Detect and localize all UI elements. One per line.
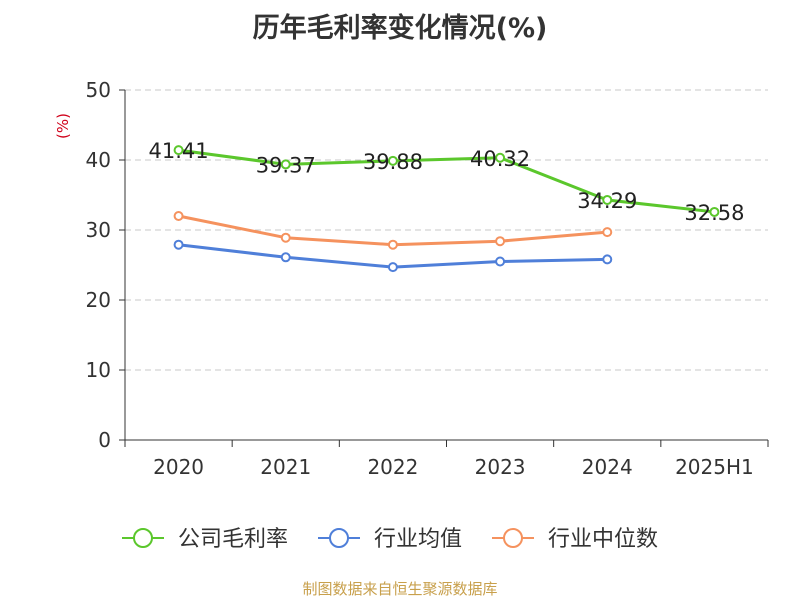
y-tick-label: 30 — [86, 218, 111, 242]
chart-title: 历年毛利率变化情况(%) — [252, 13, 548, 44]
data-point — [387, 262, 398, 273]
y-tick-label: 20 — [86, 288, 111, 312]
y-tick-label: 0 — [98, 428, 111, 452]
data-label: 39.37 — [256, 153, 316, 177]
x-tick-label: 2022 — [367, 455, 418, 479]
data-point — [173, 239, 184, 250]
y-tick-label: 40 — [86, 148, 111, 172]
data-point — [280, 159, 291, 170]
x-tick-label: 2021 — [260, 455, 311, 479]
y-tick-label: 10 — [86, 358, 111, 382]
x-tick-label: 2025H1 — [675, 455, 754, 479]
data-point — [280, 232, 291, 243]
x-tick-label: 2024 — [582, 455, 633, 479]
data-label: 40.32 — [470, 147, 530, 171]
legend: 公司毛利率 行业均值 行业中位数 — [122, 527, 658, 552]
data-point — [602, 194, 613, 205]
data-point — [495, 152, 506, 163]
x-tick-label: 2023 — [475, 455, 526, 479]
y-tick-label: 50 — [86, 78, 111, 102]
source-footer: 制图数据来自恒生聚源数据库 — [302, 580, 498, 598]
y-axis-label: (%) — [54, 113, 72, 139]
data-label: 34.29 — [577, 189, 637, 213]
x-tick-label: 2020 — [153, 455, 204, 479]
legend-marker — [503, 528, 523, 548]
data-labels: 41.41 39.37 39.88 40.32 34.29 32.58 — [149, 139, 745, 225]
data-label: 39.88 — [363, 150, 423, 174]
data-point — [173, 145, 184, 156]
legend-label: 公司毛利率 — [178, 527, 288, 552]
data-point — [602, 227, 613, 238]
axes: 0 10 20 30 40 50 2020 2021 2022 2023 2024 2025H1 (%) — [54, 78, 769, 479]
series-line — [178, 148, 715, 214]
data-point — [173, 211, 184, 221]
legend-marker — [329, 528, 349, 548]
data-point — [602, 254, 613, 265]
data-label: 32.58 — [684, 201, 744, 225]
data-point — [387, 239, 398, 250]
data-point — [387, 155, 398, 166]
data-point — [495, 256, 506, 267]
data-point — [709, 206, 720, 217]
legend-label: 行业均值 — [374, 527, 462, 552]
legend-label: 行业中位数 — [548, 527, 658, 552]
data-point — [280, 252, 291, 263]
data-point — [495, 236, 506, 247]
legend-marker — [133, 528, 153, 548]
data-label: 41.41 — [149, 139, 209, 163]
grid-lines — [125, 89, 768, 371]
series-lines — [173, 145, 720, 273]
